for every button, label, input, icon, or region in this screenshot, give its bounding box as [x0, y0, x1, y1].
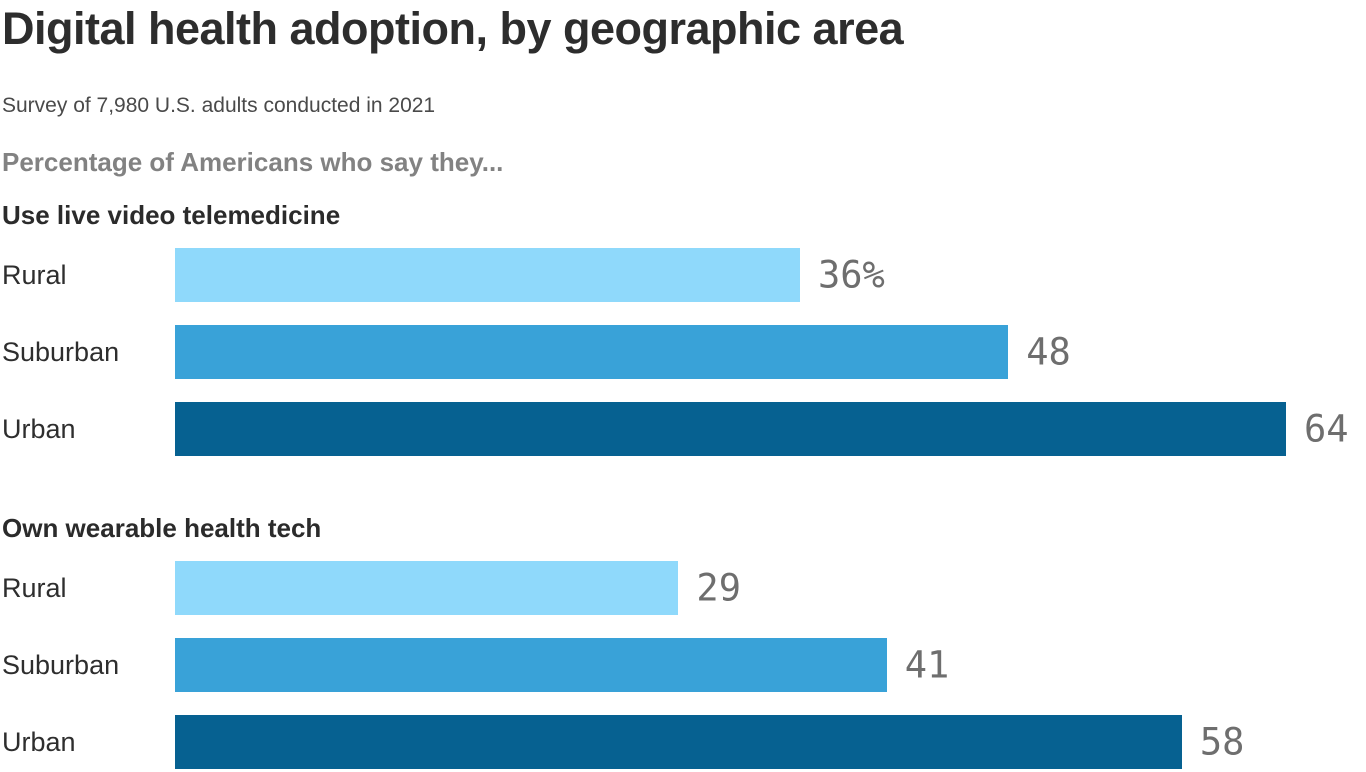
section-title-wearables: Own wearable health tech — [2, 513, 322, 543]
value-label: 64 — [1304, 407, 1349, 451]
axios-chart-card: Digital health adoption, by geographic a… — [0, 4, 1366, 769]
chart-section-wearables: Own wearable health tech Rural 29 Suburban… — [2, 513, 1366, 769]
category-label-urban: Urban — [2, 414, 76, 444]
bar-suburban — [175, 638, 887, 692]
value-label: 58 — [1199, 720, 1245, 764]
value-label: 48 — [1026, 330, 1071, 374]
category-label-suburban: Suburban — [2, 337, 120, 367]
bar-row-suburban: Suburban 48 — [2, 325, 1366, 379]
bar-row-rural: Rural 29 — [2, 561, 1366, 615]
bar-row-suburban: Suburban 41 — [2, 638, 1366, 692]
category-label-rural: Rural — [2, 573, 67, 603]
bar-track: 64 — [175, 402, 1349, 456]
value-label: 29 — [696, 566, 741, 610]
chart-title: Digital health adoption, by geographic a… — [2, 3, 904, 54]
bar-rural — [175, 561, 679, 615]
section-title-telemedicine: Use live video telemedicine — [2, 200, 341, 230]
bar-track: 48 — [175, 325, 1286, 379]
bar-track: 36% — [175, 248, 1286, 302]
category-label-urban: Urban — [2, 727, 76, 757]
bar-urban — [175, 715, 1182, 769]
bar-row-rural: Rural 36% — [2, 248, 1366, 302]
bar-track: 58 — [175, 715, 1286, 769]
category-label-suburban: Suburban — [2, 650, 120, 680]
chart-kicker: Percentage of Americans who say they... — [2, 147, 504, 177]
category-label-rural: Rural — [2, 260, 67, 290]
chart-subtitle: Survey of 7,980 U.S. adults conducted in… — [2, 94, 436, 117]
bar-rural — [175, 248, 800, 302]
bar-urban — [175, 402, 1286, 456]
bar-rows-wearables: Rural 29 Suburban 41 Urban 58 — [2, 561, 1366, 769]
bar-row-urban: Urban 64 — [2, 402, 1366, 456]
value-label: 36% — [817, 253, 885, 297]
bar-rows-telemedicine: Rural 36% Suburban 48 Urban 64 — [2, 248, 1366, 456]
bar-suburban — [175, 325, 1009, 379]
bar-track: 41 — [175, 638, 1286, 692]
bar-track: 29 — [175, 561, 1286, 615]
bar-row-urban: Urban 58 — [2, 715, 1366, 769]
chart-section-telemedicine: Use live video telemedicine Rural 36% Subu… — [2, 200, 1366, 456]
value-label: 41 — [904, 643, 950, 687]
